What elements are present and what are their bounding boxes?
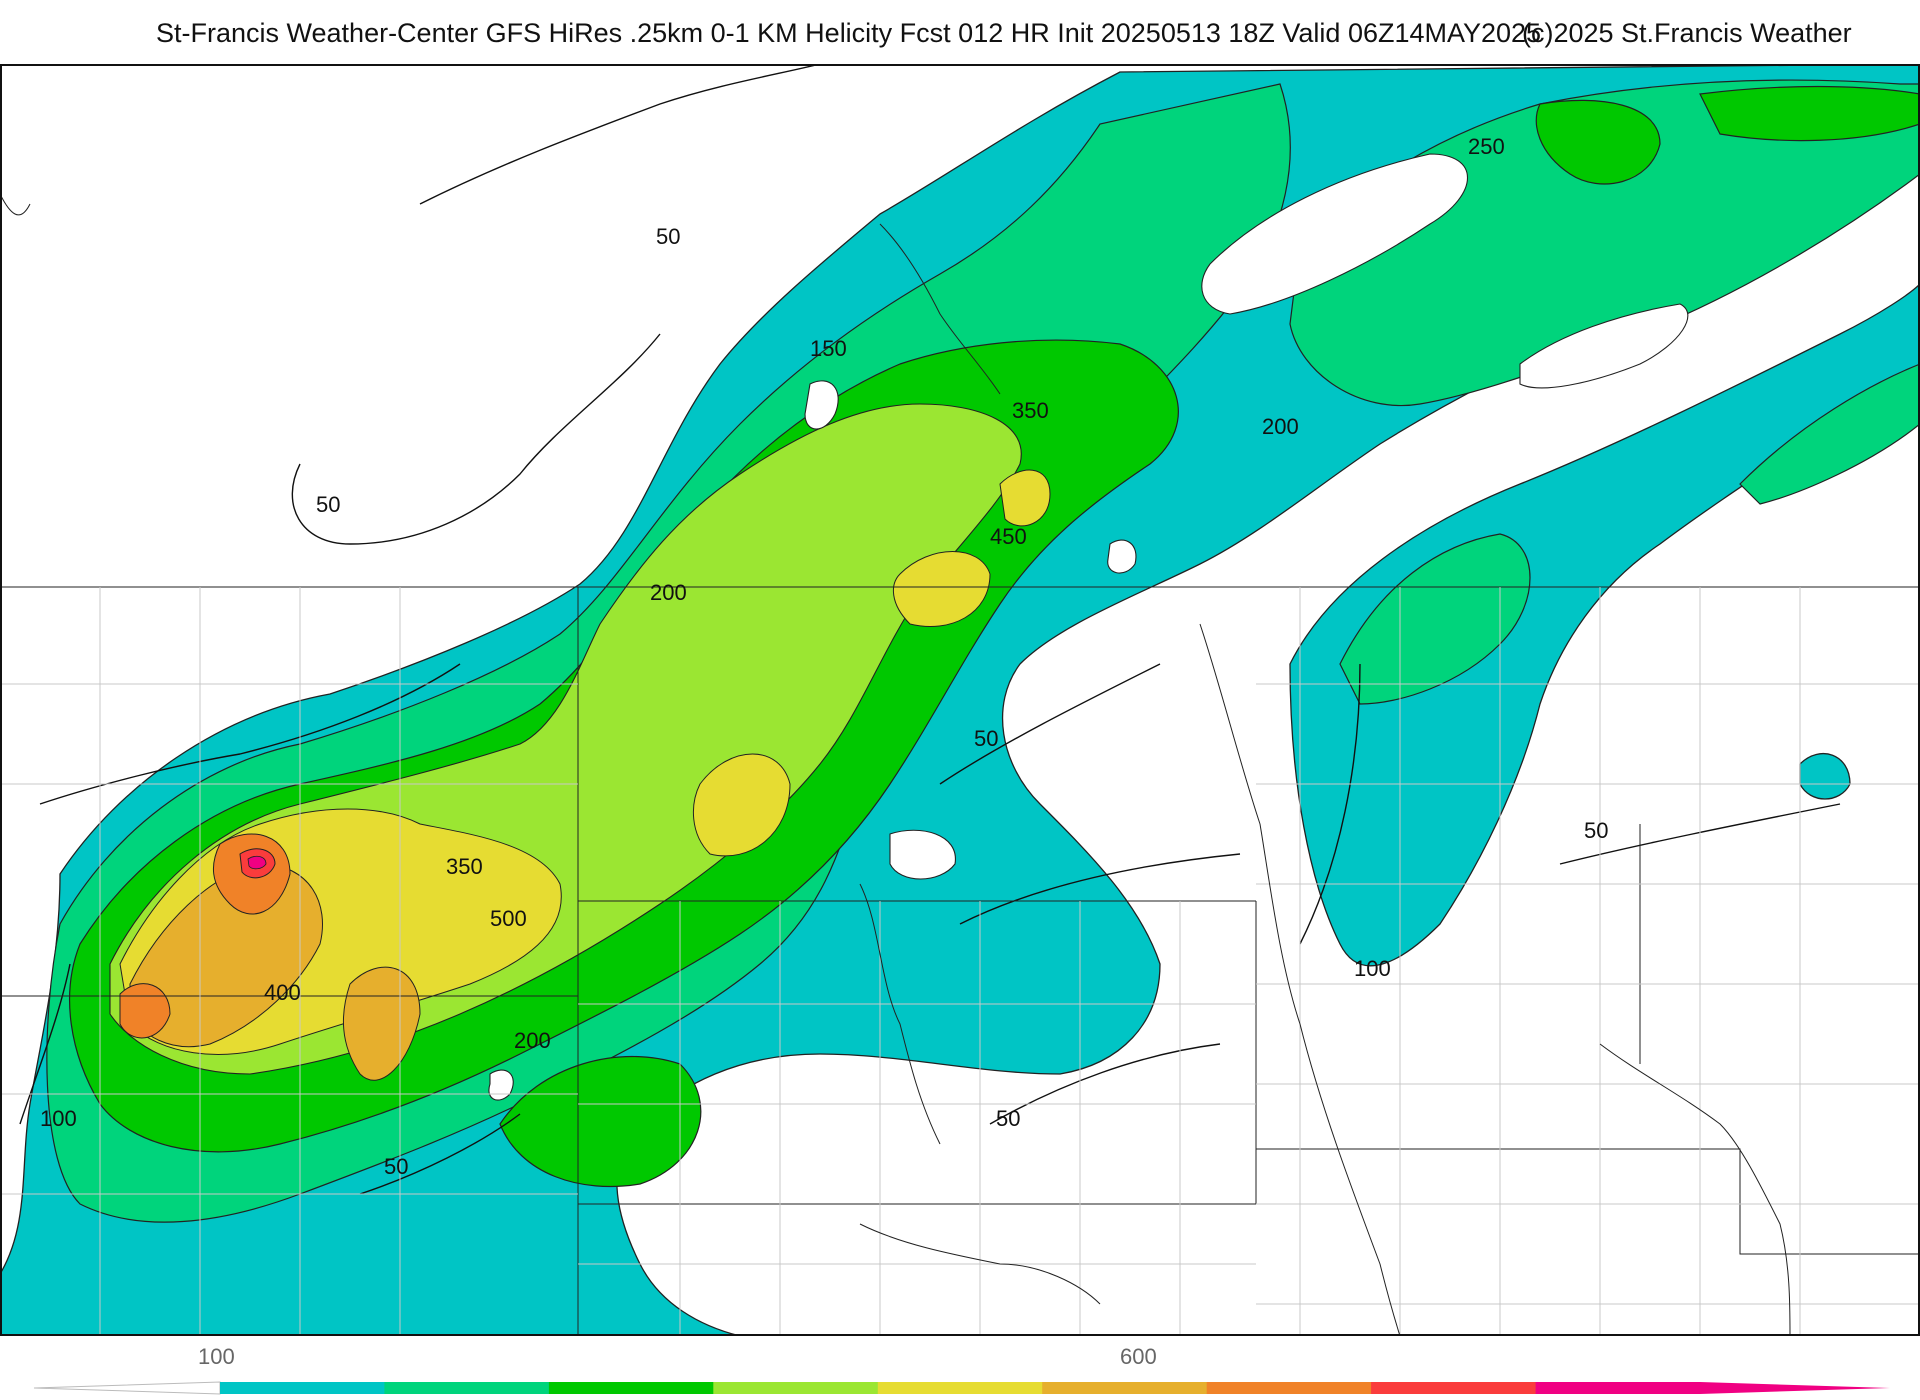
map-border (0, 64, 1920, 1336)
contour-label: 200 (650, 580, 687, 605)
map-canvas: 50 50 150 250 350 200 450 200 50 350 500… (0, 64, 1920, 1336)
contour-label: 50 (1584, 818, 1608, 843)
colorbar-cells (220, 1382, 1701, 1394)
contour-label: 100 (1354, 956, 1391, 981)
map-title: St-Francis Weather-Center GFS HiRes .25k… (156, 18, 1542, 48)
colorbar-low-arrow (33, 1381, 221, 1395)
contour-label: 250 (1468, 134, 1505, 159)
colorbar-cell (1206, 1382, 1372, 1394)
copyright-text: (c)2025 St.Francis Weather (1522, 18, 1852, 48)
map-header: St-Francis Weather-Center GFS HiRes .25k… (0, 0, 1920, 64)
contour-label: 500 (490, 906, 527, 931)
contour-label: 450 (990, 524, 1027, 549)
contour-label: 50 (656, 224, 680, 249)
contour-label: 350 (446, 854, 483, 879)
colorbar-cell (1535, 1382, 1701, 1394)
colorbar-label-100: 100 (198, 1344, 235, 1369)
colorbar-strip (33, 1381, 1890, 1395)
county-lines (0, 587, 1920, 1336)
rivers (859, 223, 1791, 1336)
helicity-contours (19, 64, 1841, 1195)
contour-labels: 50 50 150 250 350 200 450 200 50 350 500… (40, 134, 1608, 1179)
colorbar-cell (548, 1382, 714, 1394)
helicity-band-700 (239, 848, 276, 879)
contour-label: 200 (514, 1028, 551, 1053)
contour-label: 50 (996, 1106, 1020, 1131)
contour-label: 150 (810, 336, 847, 361)
colorbar-cell (877, 1382, 1043, 1394)
colorbar-cell (1371, 1382, 1536, 1394)
contour-label: 400 (264, 980, 301, 1005)
helicity-holes (488, 153, 1689, 1101)
colorbar: 100 600 (0, 1336, 1920, 1400)
colorbar-cell (220, 1382, 385, 1394)
contour-label: 50 (974, 726, 998, 751)
colorbar-cell (713, 1382, 879, 1394)
helicity-map: 50 50 150 250 350 200 450 200 50 350 500… (0, 64, 1920, 1336)
contour-label: 100 (40, 1106, 77, 1131)
contour-label: 200 (1262, 414, 1299, 439)
contour-label: 50 (384, 1154, 408, 1179)
colorbar-high-arrow (1700, 1382, 1890, 1394)
colorbar-cell (384, 1382, 550, 1394)
contour-label: 350 (1012, 398, 1049, 423)
contour-label: 50 (316, 492, 340, 517)
colorbar-cell (1042, 1382, 1208, 1394)
colorbar-label-600: 600 (1120, 1344, 1157, 1369)
